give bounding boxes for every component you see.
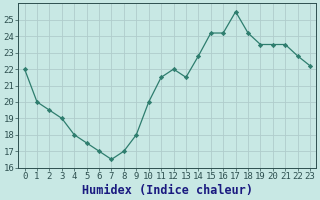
X-axis label: Humidex (Indice chaleur): Humidex (Indice chaleur) [82, 184, 253, 197]
